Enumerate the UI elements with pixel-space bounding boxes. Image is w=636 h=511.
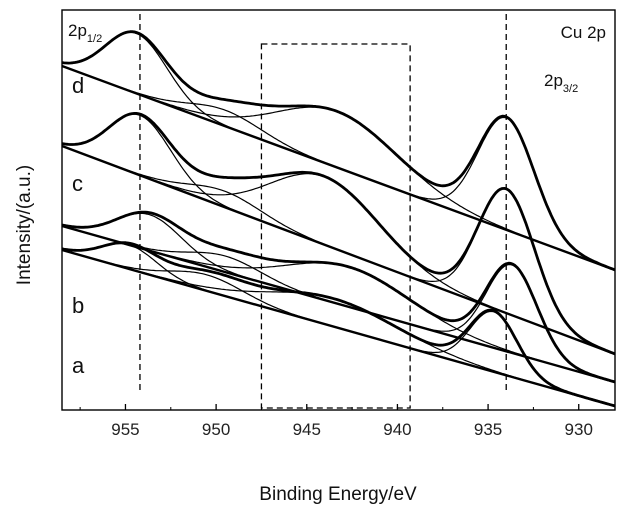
curve-label-c: c [72,171,83,196]
x-tick-label-935: 935 [474,420,502,439]
curve-label-d: d [72,73,84,98]
peak-label-2p1-2: 2p1/2 [68,21,102,45]
curve-label-b: b [72,293,84,318]
x-tick-label-930: 930 [565,420,593,439]
peak-label-2p1-2-sub: 1/2 [87,33,102,45]
peak-label-2p3-2-sub: 3/2 [563,83,578,95]
fit-component-c-0 [61,113,616,355]
x-tick-label-940: 940 [383,420,411,439]
y-axis-title: Intensity/(a.u.) [14,165,35,285]
fit-component-d-0 [61,31,616,271]
spectrum-envelope-a [61,241,616,408]
curve-label-a: a [72,353,85,378]
x-tick-label-955: 955 [111,420,139,439]
x-tick-label-945: 945 [293,420,321,439]
reference-lines [139,14,507,409]
spectrum-envelope-b [61,210,616,384]
peak-label-2p3-2-main: 2p [544,71,563,90]
peak-label-2p3-2: 2p3/2 [544,71,578,95]
spectrum-envelope-d [61,30,616,272]
satellite-region-box [260,43,411,409]
spectrum-envelope-c [61,112,616,356]
panel-label: Cu 2p [561,23,606,42]
x-tick-label-950: 950 [202,420,230,439]
plot-frame [61,9,616,411]
curves [61,30,616,408]
x-ticks: 955 950 945 940 935 930 [79,404,593,439]
x-axis-title: Binding Energy/eV [259,484,417,505]
peak-label-2p1-2-main: 2p [68,21,87,40]
